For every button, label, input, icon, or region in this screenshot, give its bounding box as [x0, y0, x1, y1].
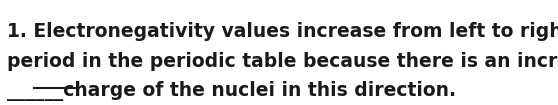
Text: 1. Electronegativity values increase from left to right across a: 1. Electronegativity values increase fro… — [7, 22, 558, 41]
Text: period in the periodic table because there is an increase in the: period in the periodic table because the… — [7, 52, 558, 71]
Text: ______charge of the nuclei in this direction.: ______charge of the nuclei in this direc… — [7, 81, 456, 101]
